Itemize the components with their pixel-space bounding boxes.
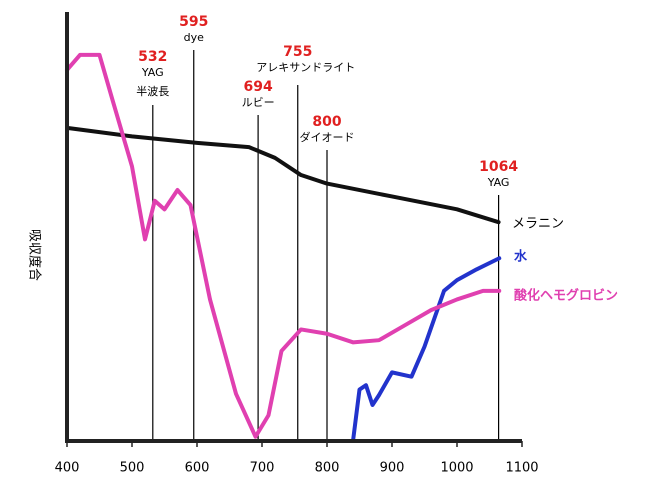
annotation-value: 694 xyxy=(243,79,272,95)
annotation-value: 532 xyxy=(138,49,167,65)
legend-label: 水 xyxy=(514,249,528,265)
x-tick-label: 600 xyxy=(185,461,210,476)
x-tick-label: 700 xyxy=(250,461,275,476)
annotation-value: 800 xyxy=(312,114,341,130)
annotation-text: 半波長 xyxy=(136,84,169,98)
annotation-text: ダイオード xyxy=(300,130,355,144)
annotation-text: ルビー xyxy=(242,96,275,109)
annotation-text: YAG xyxy=(141,66,164,79)
legend-label: 酸化ヘモグロビン xyxy=(514,288,618,304)
annotation-value: 595 xyxy=(179,14,208,30)
annotation-text: dye xyxy=(184,31,204,44)
x-tick-label: 1000 xyxy=(440,461,473,476)
x-tick-label: 900 xyxy=(380,461,405,476)
annotation-text: YAG xyxy=(487,176,510,189)
y-axis-label: 吸収度合 xyxy=(27,229,43,281)
series-line xyxy=(351,256,502,443)
series-line xyxy=(65,125,501,225)
x-tick-label: 1100 xyxy=(505,461,538,476)
x-tick-label: 500 xyxy=(120,461,145,476)
legend-label: メラニン xyxy=(512,217,564,232)
annotation-value: 1064 xyxy=(479,159,518,175)
x-tick-label: 800 xyxy=(315,461,340,476)
annotation-text: アレキサンドライト xyxy=(256,61,355,74)
annotation-value: 755 xyxy=(283,44,312,60)
x-tick-label: 400 xyxy=(55,461,80,476)
series-line xyxy=(65,52,502,439)
